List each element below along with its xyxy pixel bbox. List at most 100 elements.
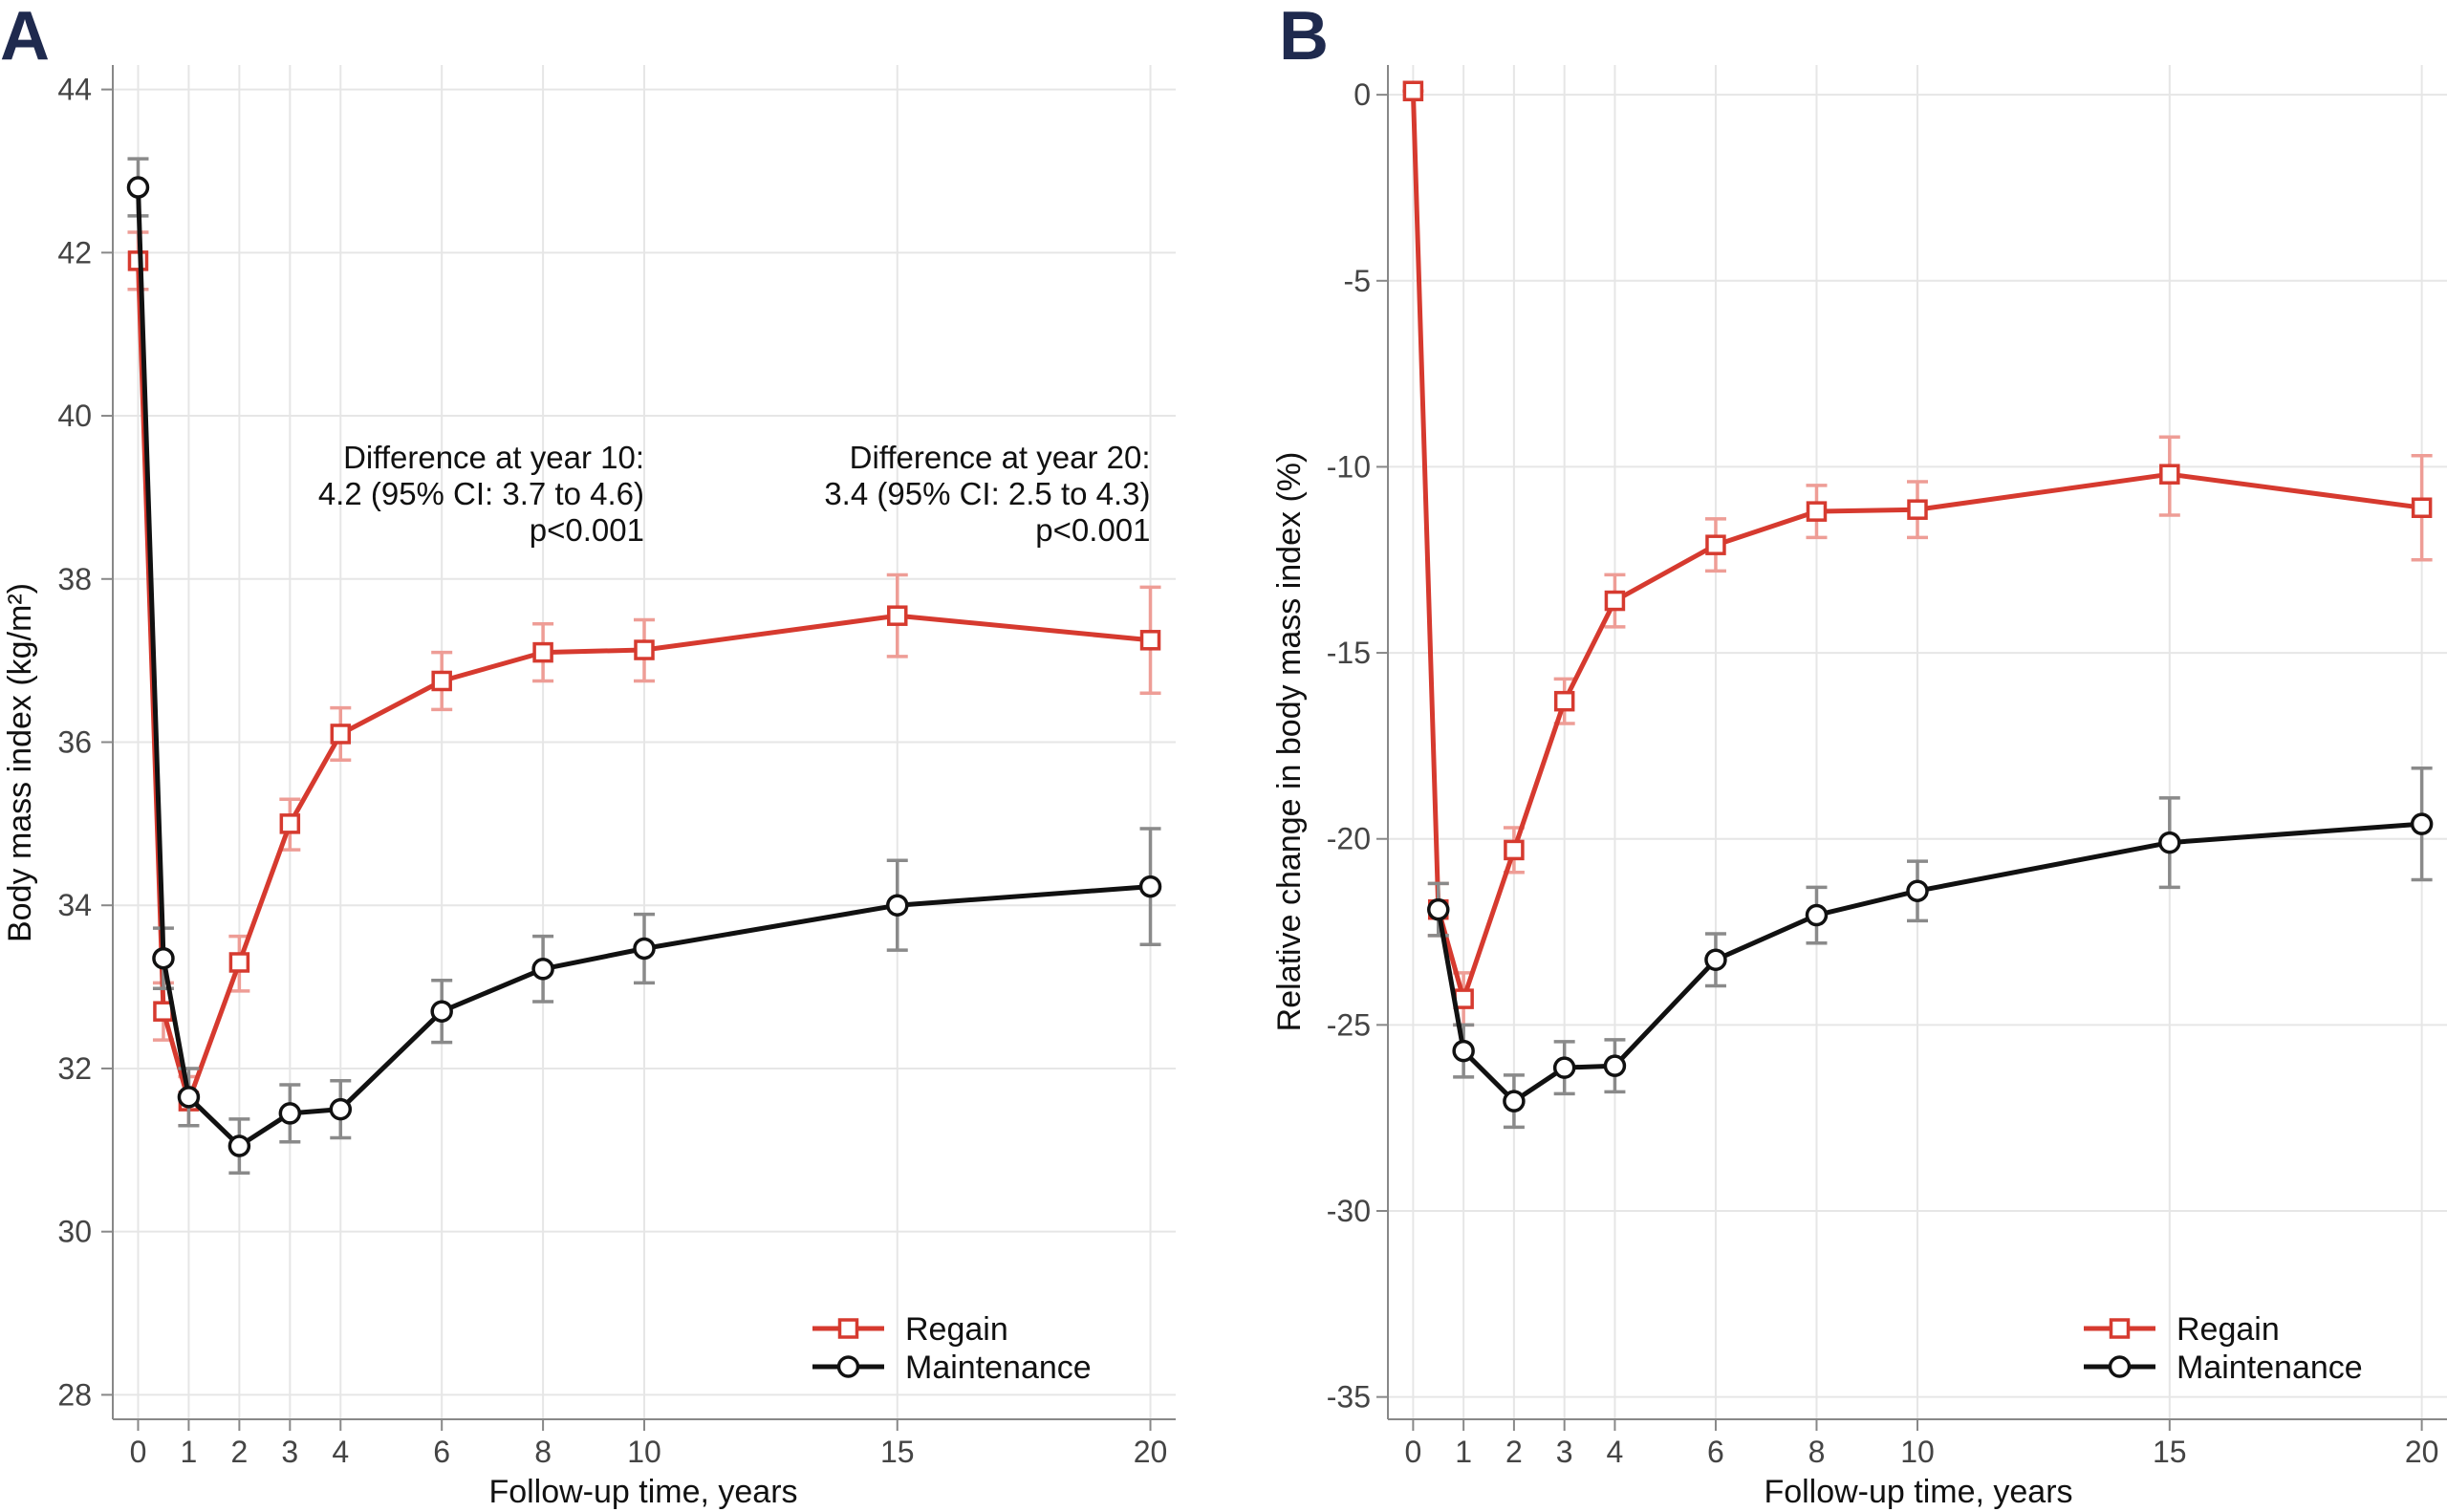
panel-b-maintenance-marker bbox=[1552, 1056, 1576, 1079]
panel-a-y-axis-title: Body mass index (kg/m²) bbox=[2, 583, 38, 942]
panel-a-y-tick-label: 44 bbox=[57, 73, 92, 107]
panel-a-maintenance-marker bbox=[329, 1097, 353, 1121]
panel-b-x-axis-title: Follow-up time, years bbox=[1764, 1474, 2072, 1510]
panel-a-annotation-0-line: Difference at year 10: bbox=[343, 440, 644, 475]
panel-b-y-tick-label: -5 bbox=[1344, 264, 1371, 298]
panel-a-x-tick-label: 15 bbox=[880, 1435, 915, 1469]
panel-b-x-tick-label: 0 bbox=[1404, 1435, 1421, 1469]
panel-a-annotation-1-line: 3.4 (95% CI: 2.5 to 4.3) bbox=[824, 476, 1150, 511]
panel-a-y-tick-label: 28 bbox=[57, 1377, 92, 1412]
panel-a-maintenance-marker bbox=[177, 1086, 201, 1109]
panel-a-y-tick-label: 40 bbox=[57, 399, 92, 433]
panel-b-legend-item-regain: Regain bbox=[2084, 1311, 2280, 1348]
panel-b-legend-swatch-marker bbox=[2108, 1355, 2132, 1378]
panel-b: B 0 1 2 3 4 6 8 10 15 200-5-10-15-20-25-30-35 Fol… bbox=[1271, 0, 2447, 1510]
panel-b-gridlines bbox=[1388, 65, 2447, 1419]
panel-a-x-tick-label: 6 bbox=[433, 1435, 450, 1469]
panel-b-legend-item-maintenance: Maintenance bbox=[2084, 1350, 2363, 1386]
panel-a-regain-marker bbox=[431, 670, 452, 692]
panel-a-annotation-0-line: p<0.001 bbox=[530, 512, 644, 548]
panel-b-x-tick-label: 3 bbox=[1556, 1435, 1573, 1469]
panel-a-gridlines bbox=[113, 65, 1176, 1419]
panel-a-y-tick-label: 42 bbox=[57, 235, 92, 270]
panel-b-x-tick-label: 20 bbox=[2405, 1435, 2439, 1469]
panel-b-letter: B bbox=[1279, 0, 1329, 75]
panel-b-y-tick-label: -25 bbox=[1327, 1007, 1371, 1042]
panel-a-y-tick-label: 34 bbox=[57, 888, 92, 922]
panel-a-y-tick-label: 32 bbox=[57, 1051, 92, 1086]
panel-a-y-tick-label: 36 bbox=[57, 725, 92, 760]
panel-b-maintenance-marker bbox=[1503, 1090, 1526, 1112]
panel-a-regain-marker bbox=[634, 639, 655, 660]
panel-a-maintenance-marker bbox=[531, 958, 554, 981]
panel-a-y-tick-label: 30 bbox=[57, 1215, 92, 1249]
panel-a-letter: A bbox=[0, 0, 50, 75]
panel-b-x-tick-label: 15 bbox=[2153, 1435, 2187, 1469]
panel-a-maintenance-marker bbox=[633, 937, 656, 961]
panel-b-legend-label: Regain bbox=[2176, 1311, 2280, 1348]
panel-b-regain-marker bbox=[1907, 499, 1928, 520]
panel-b-maintenance-marker bbox=[1603, 1054, 1627, 1077]
panel-a-maintenance-marker bbox=[1138, 875, 1162, 898]
panel-b-regain-marker bbox=[2411, 497, 2433, 518]
panel-a-regain-marker bbox=[153, 1001, 174, 1022]
panel-a-legend-item-maintenance: Maintenance bbox=[812, 1350, 1092, 1386]
panel-a-axes bbox=[101, 65, 1176, 1431]
panel-b-y-tick-label: -30 bbox=[1327, 1194, 1371, 1228]
panel-b-axes bbox=[1376, 65, 2447, 1431]
panel-a-x-axis-title: Follow-up time, years bbox=[488, 1474, 797, 1510]
panel-b-y-tick-label: -10 bbox=[1327, 449, 1371, 484]
panel-b-regain-marker bbox=[1504, 839, 1525, 861]
panel-b-legend-label: Maintenance bbox=[2176, 1350, 2363, 1386]
panel-a-x-tick-label: 20 bbox=[1134, 1435, 1168, 1469]
panel-b-regain-marker bbox=[1553, 690, 1575, 712]
panel-a-maintenance-marker bbox=[278, 1102, 302, 1125]
panel-b-regain-marker bbox=[1806, 501, 1828, 522]
panel-b-maintenance-marker bbox=[1704, 948, 1727, 971]
panel-b-y-axis-title: Relative change in body mass index (%) bbox=[1271, 452, 1308, 1032]
panel-a-x-tick-label: 1 bbox=[181, 1435, 198, 1469]
panel-a-regain-marker bbox=[330, 724, 352, 745]
panel-a-legend-item-regain: Regain bbox=[812, 1311, 1008, 1348]
panel-a-regain-marker bbox=[279, 813, 301, 834]
panel-a-regain-marker bbox=[532, 641, 553, 663]
panel-a-regain-marker bbox=[1139, 630, 1161, 651]
panel-b-maintenance-marker bbox=[1805, 903, 1829, 927]
panel-b-regain-marker bbox=[1705, 534, 1726, 555]
panel-a-maintenance-marker bbox=[126, 176, 150, 199]
panel-a-x-tick-label: 0 bbox=[130, 1435, 147, 1469]
panel-a-maintenance-marker bbox=[152, 946, 175, 970]
panel-b-tick-labels: 0 1 2 3 4 6 8 10 15 200-5-10-15-20-25-30-35 bbox=[1327, 77, 2439, 1469]
panel-b-y-tick-label: -35 bbox=[1327, 1380, 1371, 1415]
panel-b-x-tick-label: 2 bbox=[1505, 1435, 1523, 1469]
panel-b-x-tick-label: 10 bbox=[1900, 1435, 1935, 1469]
panel-a-regain-marker bbox=[228, 952, 250, 973]
panel-b-regain-marker bbox=[1604, 590, 1626, 612]
panel-a-annotation-1-line: p<0.001 bbox=[1035, 512, 1150, 548]
panel-b-regain-marker bbox=[1402, 80, 1424, 101]
panel-b-x-tick-label: 6 bbox=[1707, 1435, 1724, 1469]
panel-a-x-tick-label: 4 bbox=[332, 1435, 349, 1469]
panel-b-maintenance-marker bbox=[1427, 897, 1450, 921]
panel-b-series bbox=[1402, 80, 2434, 1130]
panel-b-maintenance-marker bbox=[1452, 1039, 1475, 1063]
panel-a-annotations: Difference at year 10:4.2 (95% CI: 3.7 t… bbox=[318, 440, 1151, 548]
panel-b-x-tick-label: 4 bbox=[1607, 1435, 1624, 1469]
panel-b-y-tick-label: -15 bbox=[1327, 636, 1371, 670]
panel-a-annotation-0-line: 4.2 (95% CI: 3.7 to 4.6) bbox=[318, 476, 644, 511]
panel-b-maintenance-marker bbox=[2410, 812, 2434, 835]
panel-a-legend-label: Maintenance bbox=[905, 1350, 1092, 1386]
panel-b-x-tick-label: 8 bbox=[1808, 1435, 1826, 1469]
panel-a-legend-swatch-marker bbox=[836, 1355, 860, 1378]
panel-a-annotation-1-line: Difference at year 20: bbox=[850, 440, 1151, 475]
panel-a-maintenance-series bbox=[126, 157, 1162, 1175]
panel-b-legend-swatch-marker bbox=[2109, 1318, 2131, 1339]
panel-a-x-tick-label: 10 bbox=[627, 1435, 661, 1469]
panel-a-legend-label: Regain bbox=[905, 1311, 1008, 1348]
panel-a-maintenance-marker bbox=[886, 894, 909, 917]
